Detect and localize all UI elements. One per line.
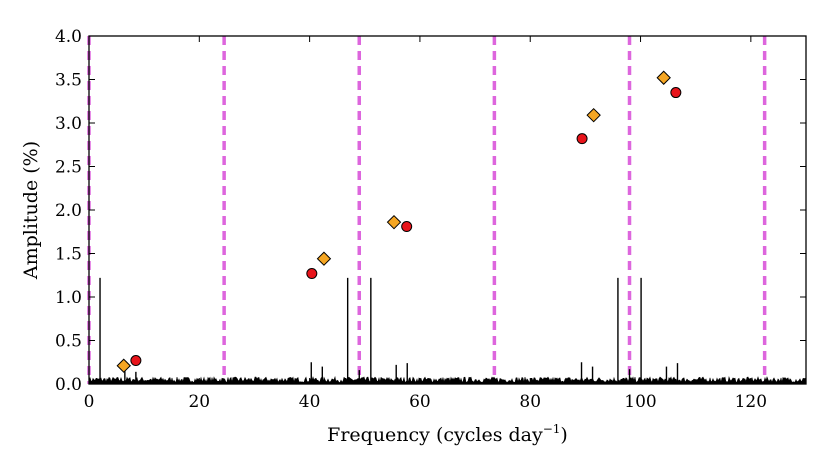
circles-point-2	[401, 221, 413, 233]
y-tick-label-2: 1.0	[55, 288, 82, 308]
x-axis-ticks: 0 20 40 60 80 100 120	[84, 36, 767, 412]
x-tick-label-1: 20	[188, 392, 210, 412]
circles-point-0	[130, 355, 142, 367]
diamonds-point-2	[386, 214, 402, 230]
amplitude-spectrum	[88, 277, 807, 385]
y-tick-label-4: 2.0	[55, 201, 82, 221]
y-tick-label-1: 0.5	[55, 332, 82, 352]
y-tick-label-0: 0.0	[55, 375, 82, 395]
x-tick-label-5: 100	[624, 392, 656, 412]
diamonds-point-3	[586, 107, 601, 123]
y-tick-label-7: 3.5	[55, 71, 82, 91]
y-axis-ticks: 0.0 0.5 1.0 1.5 2.0 2.5 3.0 3.5 4.0	[55, 27, 806, 395]
diamonds-point-4	[656, 70, 671, 85]
y-tick-label-5: 2.5	[55, 158, 82, 178]
x-tick-label-2: 40	[299, 392, 321, 412]
diamonds-point-1	[316, 251, 332, 266]
diamonds-point-0	[116, 358, 131, 373]
x-tick-label-4: 80	[519, 392, 541, 412]
data-points	[116, 70, 682, 373]
x-tick-label-0: 0	[84, 392, 95, 412]
circles-point-1	[306, 268, 318, 280]
x-tick-label-6: 120	[735, 392, 767, 412]
circles-point-4	[670, 87, 682, 99]
plot-frame	[88, 35, 807, 385]
y-tick-label-6: 3.0	[55, 114, 82, 134]
spectrum-noise	[88, 375, 807, 385]
x-axis-label: Frequency (cycles day−1)	[327, 422, 568, 446]
circles-point-3	[576, 133, 588, 145]
y-tick-label-3: 1.5	[55, 245, 82, 265]
y-tick-label-8: 4.0	[55, 27, 82, 47]
harmonic-markers	[87, 36, 767, 384]
x-tick-label-3: 60	[409, 392, 431, 412]
y-axis-label: Amplitude (%)	[20, 141, 42, 280]
